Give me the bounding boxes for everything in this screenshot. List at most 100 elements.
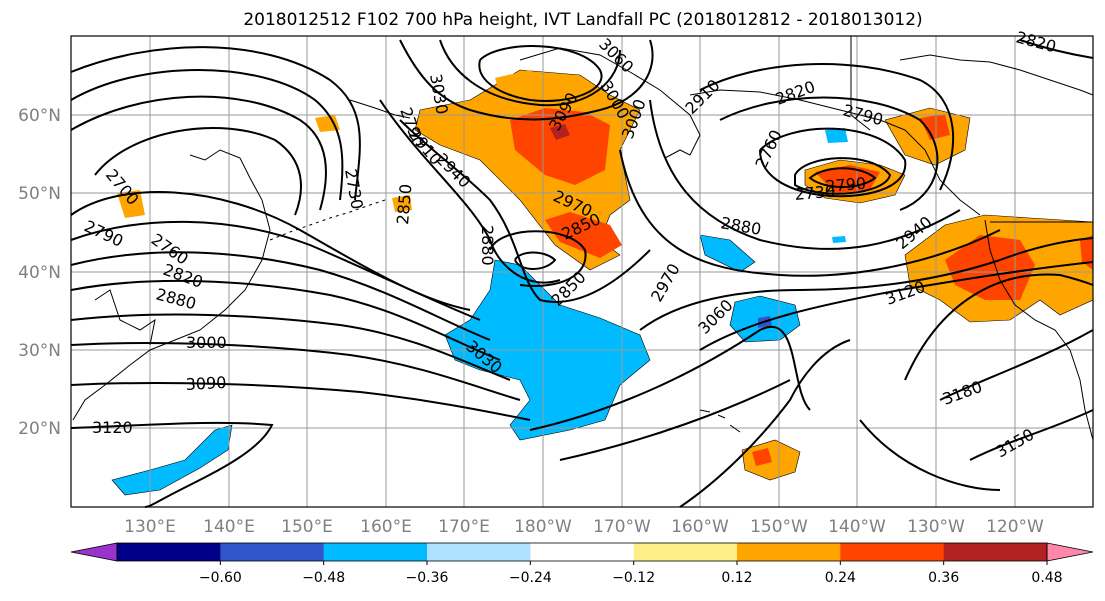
colorbar: −0.60 −0.48 −0.36 −0.24 −0.12 0.12 0.24 0.36 0.4… (70, 542, 1094, 586)
red-region-hawaii (752, 448, 772, 466)
lon-label: 150°E (281, 517, 333, 537)
colorbar-segment (633, 543, 738, 561)
contour-line (639, 237, 1094, 331)
coast-siberia (72, 149, 271, 421)
lon-label: 180°W (514, 517, 572, 537)
coast-kamchatka (349, 99, 411, 119)
colorbar-segment (117, 543, 221, 561)
lon-label: 140°E (203, 517, 255, 537)
lon-label: 120°W (986, 517, 1044, 537)
contour-line (699, 261, 1094, 351)
contour-line (70, 313, 511, 381)
contour-line (969, 409, 1094, 461)
lat-label: 60°N (18, 106, 61, 126)
blue-region-gulf-alaska-small (825, 128, 848, 143)
contour-line (70, 220, 481, 321)
red-region-north-pacific-lower (545, 212, 622, 258)
red-region-us-west (945, 235, 1035, 300)
orange-region-aleutian (392, 195, 412, 212)
longitude-labels: 130°E 140°E 150°E 160°E 170°E 180°W 170°… (124, 517, 1044, 537)
lon-label: 150°W (750, 517, 808, 537)
contour-line (808, 167, 877, 188)
lat-label: 50°N (18, 184, 61, 204)
colorbar-tick-label: −0.24 (509, 570, 552, 586)
contour-label: 2730 (794, 182, 836, 204)
orange-region-bering (315, 115, 340, 132)
colorbar-tick-label: −0.12 (612, 570, 655, 586)
border-alaska-canada (850, 36, 871, 131)
orange-region-okhotsk (117, 190, 145, 218)
lon-label: 160°W (671, 517, 729, 537)
contour-line (70, 95, 327, 211)
height-contours (70, 39, 1094, 508)
contour-label: 2790 (825, 174, 867, 196)
contour-label: 3000 (186, 333, 227, 352)
contour-line (70, 46, 361, 201)
contour-line (489, 230, 587, 287)
contour-label: 3120 (92, 418, 133, 437)
colorbar-tick-label: 0.24 (825, 570, 856, 586)
contour-line (679, 339, 851, 508)
contour-line (478, 45, 603, 102)
contour-line (70, 381, 531, 421)
lon-label: 160°E (360, 517, 412, 537)
coast-alaska (519, 47, 701, 159)
colorbar-segment (943, 543, 1048, 561)
contour-line (699, 62, 955, 191)
latitude-labels: 60°N 50°N 40°N 30°N 20°N (18, 106, 61, 439)
colorbar-tick-label: 0.12 (721, 570, 752, 586)
orange-region-bc-coast (884, 107, 971, 166)
contour-line (619, 149, 1001, 277)
contour-line (399, 119, 651, 303)
contour-label: 3090 (185, 373, 227, 394)
lon-label: 170°W (593, 517, 651, 537)
figure-title: 2018012512 F102 700 hPa height, IVT Land… (243, 10, 922, 30)
blue-region-midlat-pacific (699, 234, 756, 273)
lon-label: 140°W (828, 517, 886, 537)
lon-label: 170°E (438, 517, 490, 537)
colorbar-tick-label: 0.36 (928, 570, 959, 586)
red-region-bc-coast (920, 114, 950, 140)
contour-line (379, 99, 561, 284)
colorbar-tick-label: −0.36 (406, 570, 449, 586)
blue-region-west-pacific-south (111, 424, 233, 496)
contour-line (649, 99, 961, 250)
contour-line (514, 251, 557, 270)
contour-line (759, 127, 907, 198)
lat-label: 30°N (18, 341, 61, 361)
coastlines (72, 36, 1094, 441)
colorbar-segment (530, 543, 635, 561)
shaded-positive-regions (117, 69, 1094, 481)
coast-us-west (984, 219, 1094, 441)
colorbar-tick-label: −0.48 (302, 570, 345, 586)
red-region-north-pacific-upper (510, 108, 610, 185)
colorbar-extend-high (1046, 542, 1094, 562)
lon-label: 130°E (124, 517, 176, 537)
contour-line (94, 126, 302, 216)
colorbar-tick-label: −0.60 (199, 570, 242, 586)
orange-region-kamchatka-blob (495, 70, 545, 90)
contour-label: 2850 (393, 183, 415, 225)
darkred-core-north-pacific (550, 124, 570, 140)
contour-line (559, 379, 791, 461)
coast-alaska-south (689, 89, 981, 216)
colorbar-extend-low (70, 542, 118, 562)
coast-canada-north (899, 54, 1094, 96)
contour-line (529, 326, 811, 431)
contour-line (439, 39, 621, 107)
contour-line (70, 421, 274, 508)
contour-line (1019, 39, 1094, 59)
lat-label: 40°N (18, 263, 61, 283)
lon-label: 130°W (907, 517, 965, 537)
red-region-us-east-edge (1080, 235, 1093, 270)
lat-label: 20°N (18, 419, 61, 439)
map-panel: 3030 3060 3090 3000 2910 2820 2790 2760 … (70, 28, 1094, 508)
contour-line (794, 157, 892, 195)
coast-hawaii (699, 409, 741, 433)
colorbar-segment (427, 543, 531, 561)
colorbar-tick-label: 0.48 (1031, 570, 1062, 586)
colorbar-segment (737, 543, 841, 561)
colorbar-segment (323, 543, 428, 561)
contour-line (70, 69, 344, 201)
